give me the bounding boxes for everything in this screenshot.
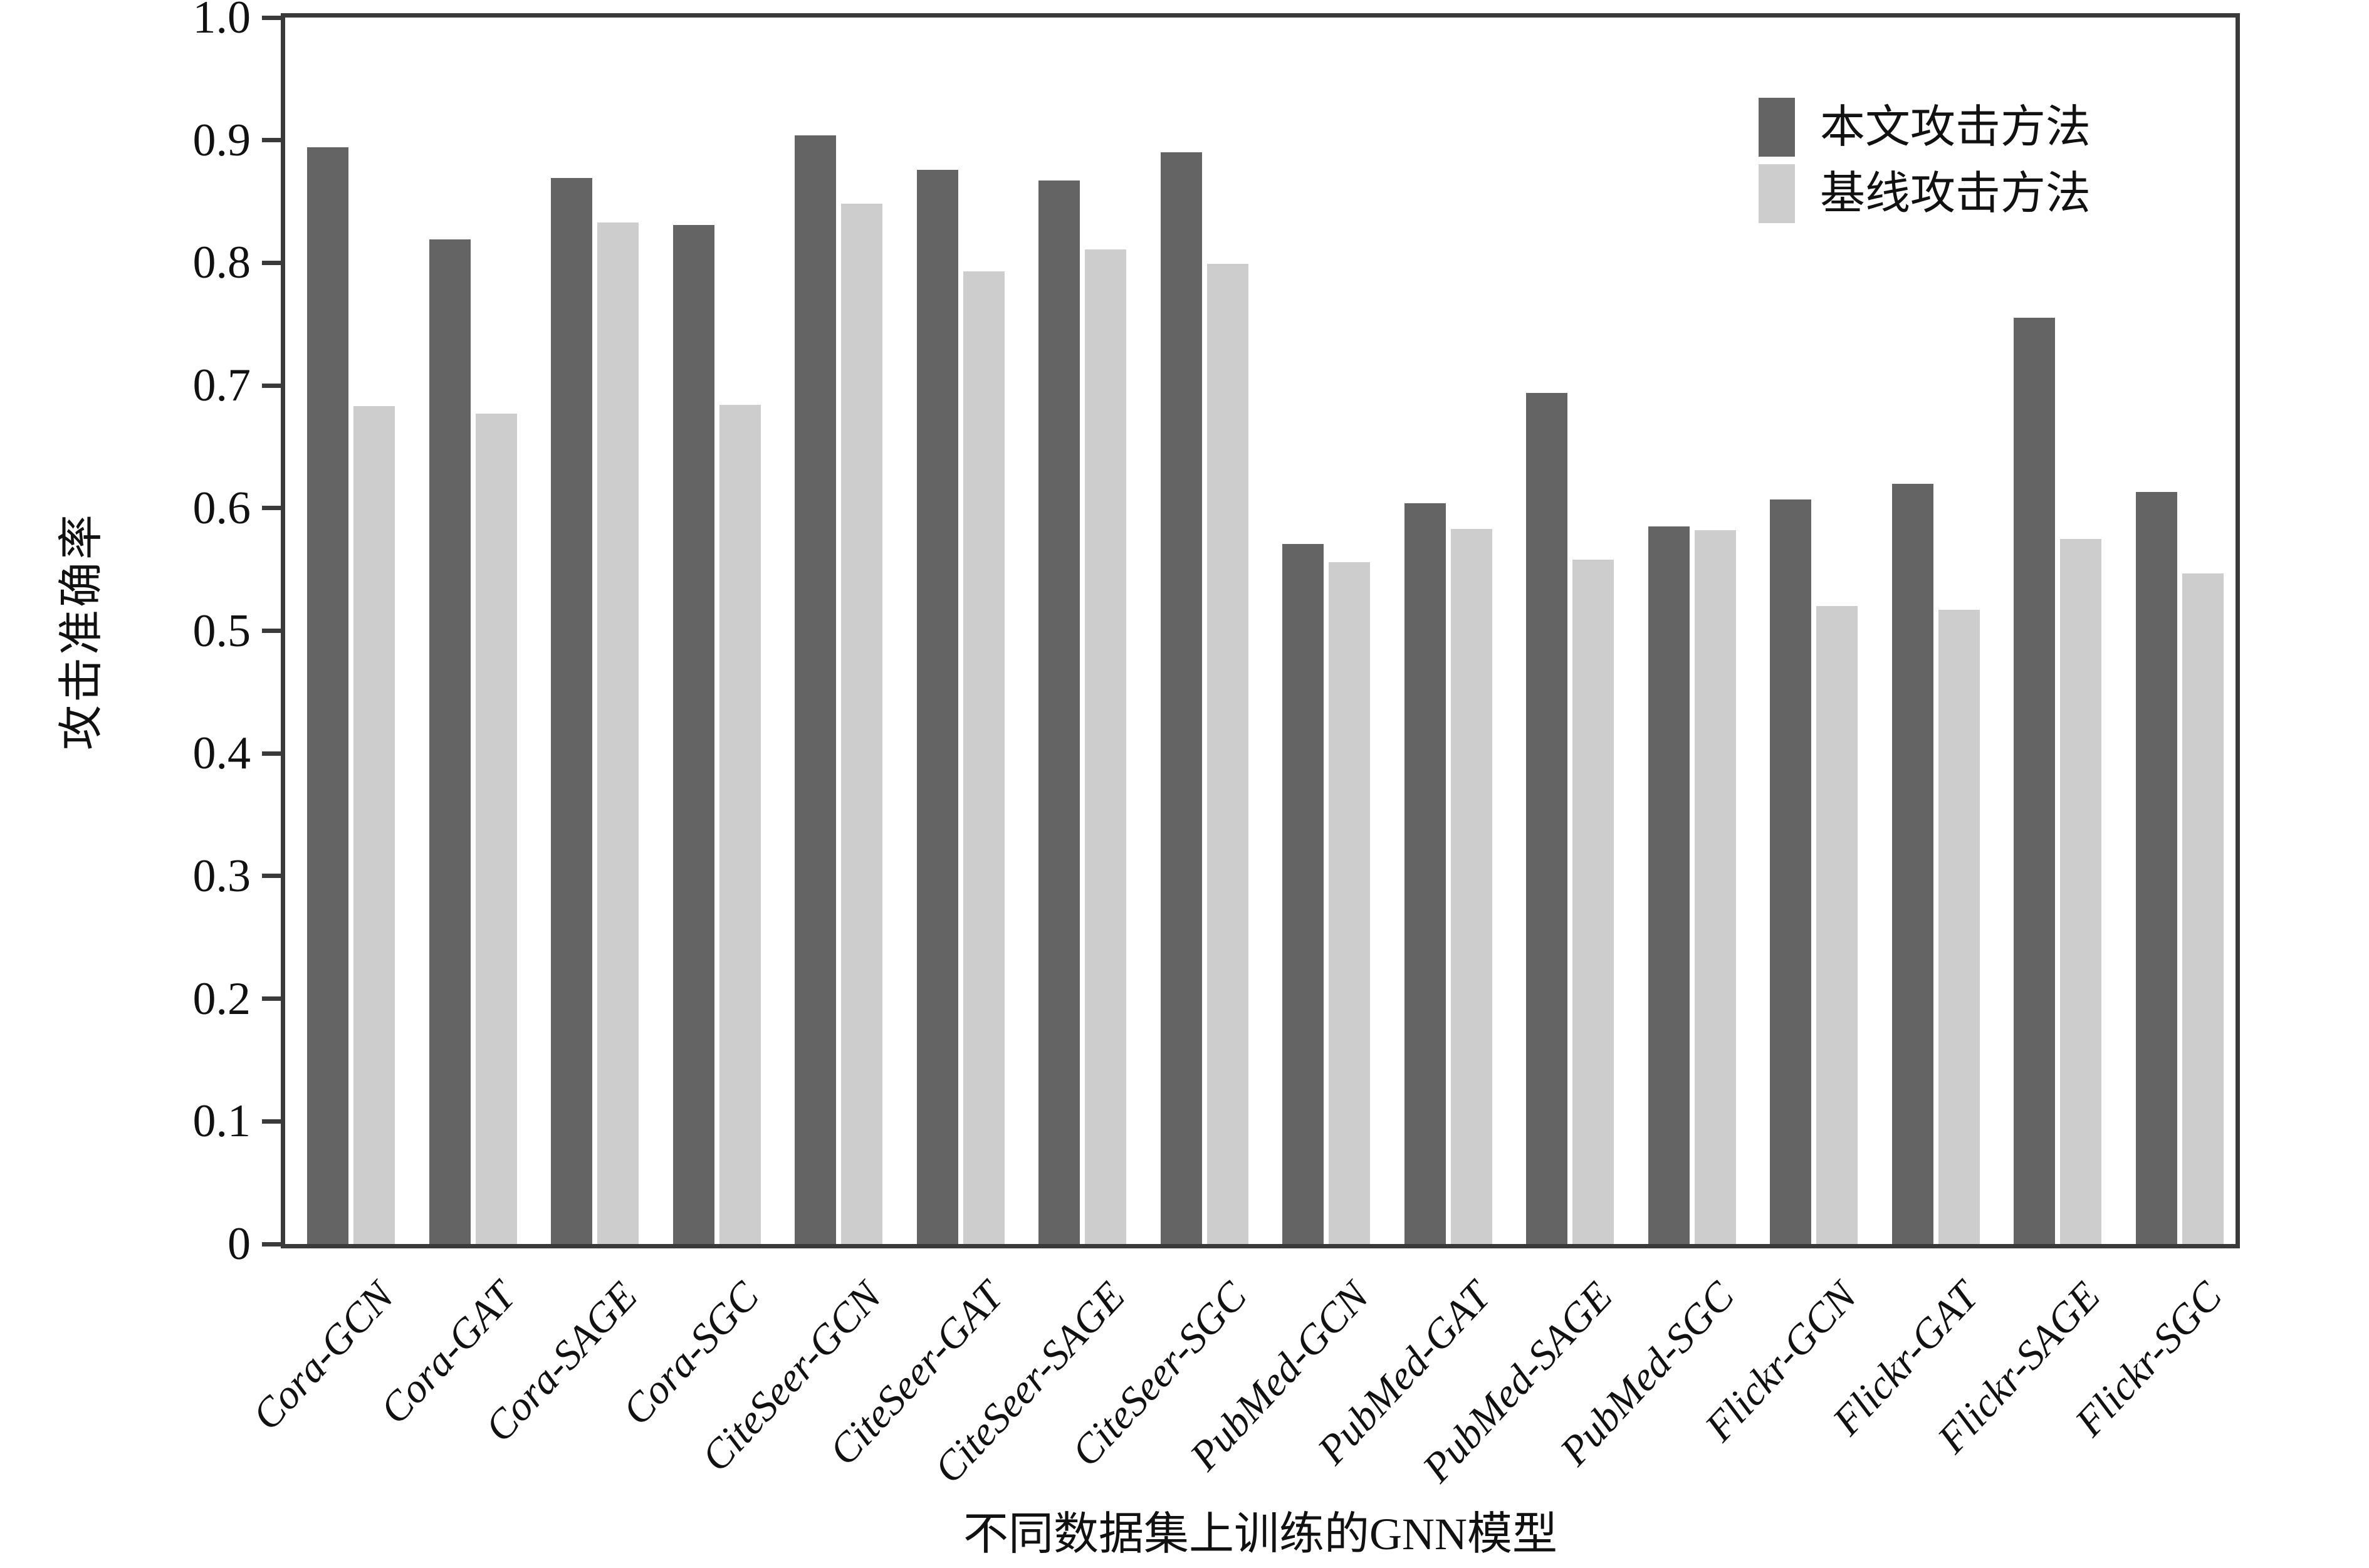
legend: 本文攻击方法 基线攻击方法 xyxy=(1759,98,2091,223)
y-tick-label-0.2: 0.2 xyxy=(192,973,251,1025)
plot-area xyxy=(281,13,2240,1248)
bar-proposed-PubMed-GCN xyxy=(1282,543,1324,1244)
bar-baseline-PubMed-GCN xyxy=(1329,562,1371,1244)
bar-baseline-PubMed-SAGE xyxy=(1572,559,1614,1244)
y-tick-label-0.9: 0.9 xyxy=(192,114,251,166)
y-tick-label-0.8: 0.8 xyxy=(192,237,251,289)
bar-proposed-CiteSeer-GAT xyxy=(916,169,958,1244)
bar-baseline-Cora-GCN xyxy=(353,406,395,1244)
bar-proposed-PubMed-GAT xyxy=(1404,503,1446,1244)
bar-proposed-Flickr-GAT xyxy=(1891,483,1933,1244)
y-tick-label-0.4: 0.4 xyxy=(192,728,251,780)
legend-label-proposed-method: 本文攻击方法 xyxy=(1820,102,2091,152)
y-tick-0.2 xyxy=(262,996,281,1001)
bar-baseline-PubMed-SGC xyxy=(1694,530,1736,1244)
legend-item-proposed: 本文攻击方法 xyxy=(1759,98,2091,157)
bar-baseline-Flickr-GCN xyxy=(1816,606,1858,1244)
y-tick-1.0 xyxy=(262,15,281,20)
y-tick-0.4 xyxy=(262,751,281,756)
y-tick-0.5 xyxy=(262,629,281,633)
bar-proposed-Cora-SAGE xyxy=(551,178,593,1244)
bar-proposed-CiteSeer-SAGE xyxy=(1038,180,1080,1244)
y-tick-label-0.3: 0.3 xyxy=(192,850,251,902)
y-tick-label-0: 0 xyxy=(227,1218,251,1270)
bar-baseline-CiteSeer-SGC xyxy=(1206,264,1248,1244)
y-tick-0.9 xyxy=(262,138,281,143)
bar-proposed-Cora-SGC xyxy=(672,224,714,1244)
bar-proposed-Flickr-SAGE xyxy=(2014,318,2056,1244)
bar-baseline-CiteSeer-GCN xyxy=(841,204,883,1244)
bar-baseline-Flickr-GAT xyxy=(1938,610,1980,1244)
y-tick-label-0.6: 0.6 xyxy=(192,482,251,534)
legend-swatch-proposed-method xyxy=(1759,98,1795,157)
bar-baseline-Cora-SAGE xyxy=(597,222,639,1244)
bar-baseline-Cora-GAT xyxy=(475,414,517,1244)
y-tick-label-1.0: 1.0 xyxy=(192,0,251,43)
bar-baseline-PubMed-GAT xyxy=(1450,529,1492,1244)
legend-item-baseline: 基线攻击方法 xyxy=(1759,164,2091,223)
x-axis-title: 不同数据集上训练的GNN模型 xyxy=(963,1509,1557,1559)
y-tick-label-0.5: 0.5 xyxy=(192,605,251,657)
legend-swatch-baseline-method xyxy=(1759,164,1795,223)
bar-proposed-PubMed-SAGE xyxy=(1526,392,1568,1244)
x-category-label-Cora-GCN: Cora-GCN xyxy=(243,1273,403,1439)
bar-proposed-Flickr-GCN xyxy=(1770,499,1812,1244)
bar-baseline-Flickr-SAGE xyxy=(2060,538,2102,1244)
y-tick-0.6 xyxy=(262,506,281,511)
y-axis-title: 攻击准确率 xyxy=(56,511,107,750)
y-tick-0.7 xyxy=(262,383,281,388)
bar-proposed-Cora-GCN xyxy=(307,147,349,1244)
y-tick-0 xyxy=(262,1241,281,1247)
bar-proposed-PubMed-SGC xyxy=(1648,526,1690,1244)
bar-proposed-CiteSeer-GCN xyxy=(795,135,837,1244)
bar-proposed-Flickr-SGC xyxy=(2135,492,2177,1244)
y-tick-label-0.1: 0.1 xyxy=(192,1095,251,1147)
y-tick-0.3 xyxy=(262,874,281,879)
legend-label-baseline-method: 基线攻击方法 xyxy=(1820,169,2091,219)
bar-baseline-CiteSeer-GAT xyxy=(963,271,1005,1244)
bar-baseline-CiteSeer-SAGE xyxy=(1085,249,1127,1244)
y-tick-0.1 xyxy=(262,1119,281,1124)
bar-proposed-Cora-GAT xyxy=(429,239,471,1244)
bar-baseline-Cora-SGC xyxy=(719,405,761,1244)
y-tick-0.8 xyxy=(262,260,281,265)
bar-proposed-CiteSeer-SGC xyxy=(1160,152,1202,1244)
bar-baseline-Flickr-SGC xyxy=(2182,573,2224,1244)
y-tick-label-0.7: 0.7 xyxy=(192,360,251,412)
